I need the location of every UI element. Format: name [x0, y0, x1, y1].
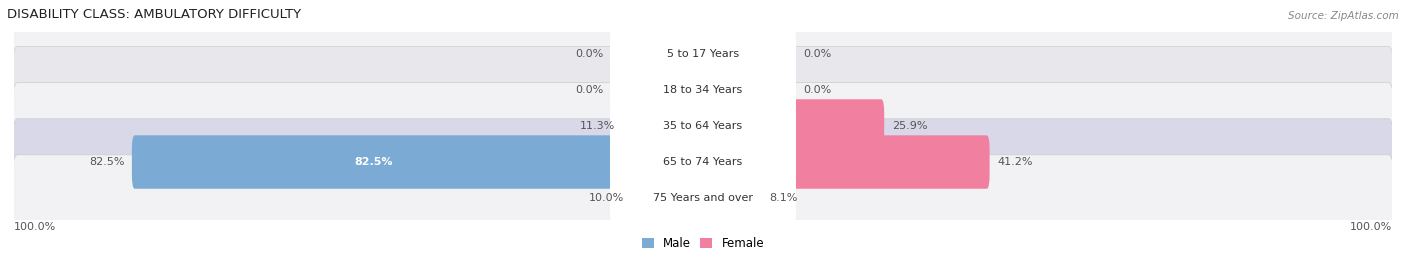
FancyBboxPatch shape — [631, 172, 706, 225]
Text: 0.0%: 0.0% — [575, 85, 603, 95]
Text: 0.0%: 0.0% — [803, 49, 831, 59]
FancyBboxPatch shape — [700, 135, 990, 189]
Text: 0.0%: 0.0% — [575, 49, 603, 59]
Text: 82.5%: 82.5% — [89, 157, 124, 167]
Text: 11.3%: 11.3% — [579, 121, 614, 131]
Text: DISABILITY CLASS: AMBULATORY DIFFICULTY: DISABILITY CLASS: AMBULATORY DIFFICULTY — [7, 8, 301, 21]
FancyBboxPatch shape — [13, 83, 1393, 169]
Text: 10.0%: 10.0% — [589, 193, 624, 203]
FancyBboxPatch shape — [610, 168, 796, 228]
Text: 82.5%: 82.5% — [354, 157, 394, 167]
Text: 100.0%: 100.0% — [1350, 222, 1392, 232]
FancyBboxPatch shape — [686, 63, 706, 117]
FancyBboxPatch shape — [610, 132, 796, 192]
Text: 75 Years and over: 75 Years and over — [652, 193, 754, 203]
FancyBboxPatch shape — [610, 24, 796, 84]
Text: Source: ZipAtlas.com: Source: ZipAtlas.com — [1288, 11, 1399, 21]
FancyBboxPatch shape — [13, 47, 1393, 133]
FancyBboxPatch shape — [686, 27, 706, 80]
FancyBboxPatch shape — [610, 96, 796, 156]
Text: 25.9%: 25.9% — [891, 121, 928, 131]
Text: 41.2%: 41.2% — [997, 157, 1032, 167]
Text: 8.1%: 8.1% — [769, 193, 797, 203]
Text: 65 to 74 Years: 65 to 74 Years — [664, 157, 742, 167]
FancyBboxPatch shape — [700, 63, 720, 117]
FancyBboxPatch shape — [623, 99, 706, 153]
Text: 100.0%: 100.0% — [14, 222, 56, 232]
Text: 35 to 64 Years: 35 to 64 Years — [664, 121, 742, 131]
FancyBboxPatch shape — [700, 99, 884, 153]
FancyBboxPatch shape — [700, 172, 762, 225]
Legend: Male, Female: Male, Female — [637, 233, 769, 255]
FancyBboxPatch shape — [13, 10, 1393, 97]
FancyBboxPatch shape — [610, 59, 796, 120]
FancyBboxPatch shape — [700, 27, 720, 80]
FancyBboxPatch shape — [13, 119, 1393, 205]
FancyBboxPatch shape — [132, 135, 706, 189]
Text: 0.0%: 0.0% — [803, 85, 831, 95]
Text: 18 to 34 Years: 18 to 34 Years — [664, 85, 742, 95]
FancyBboxPatch shape — [13, 155, 1393, 241]
Text: 5 to 17 Years: 5 to 17 Years — [666, 49, 740, 59]
